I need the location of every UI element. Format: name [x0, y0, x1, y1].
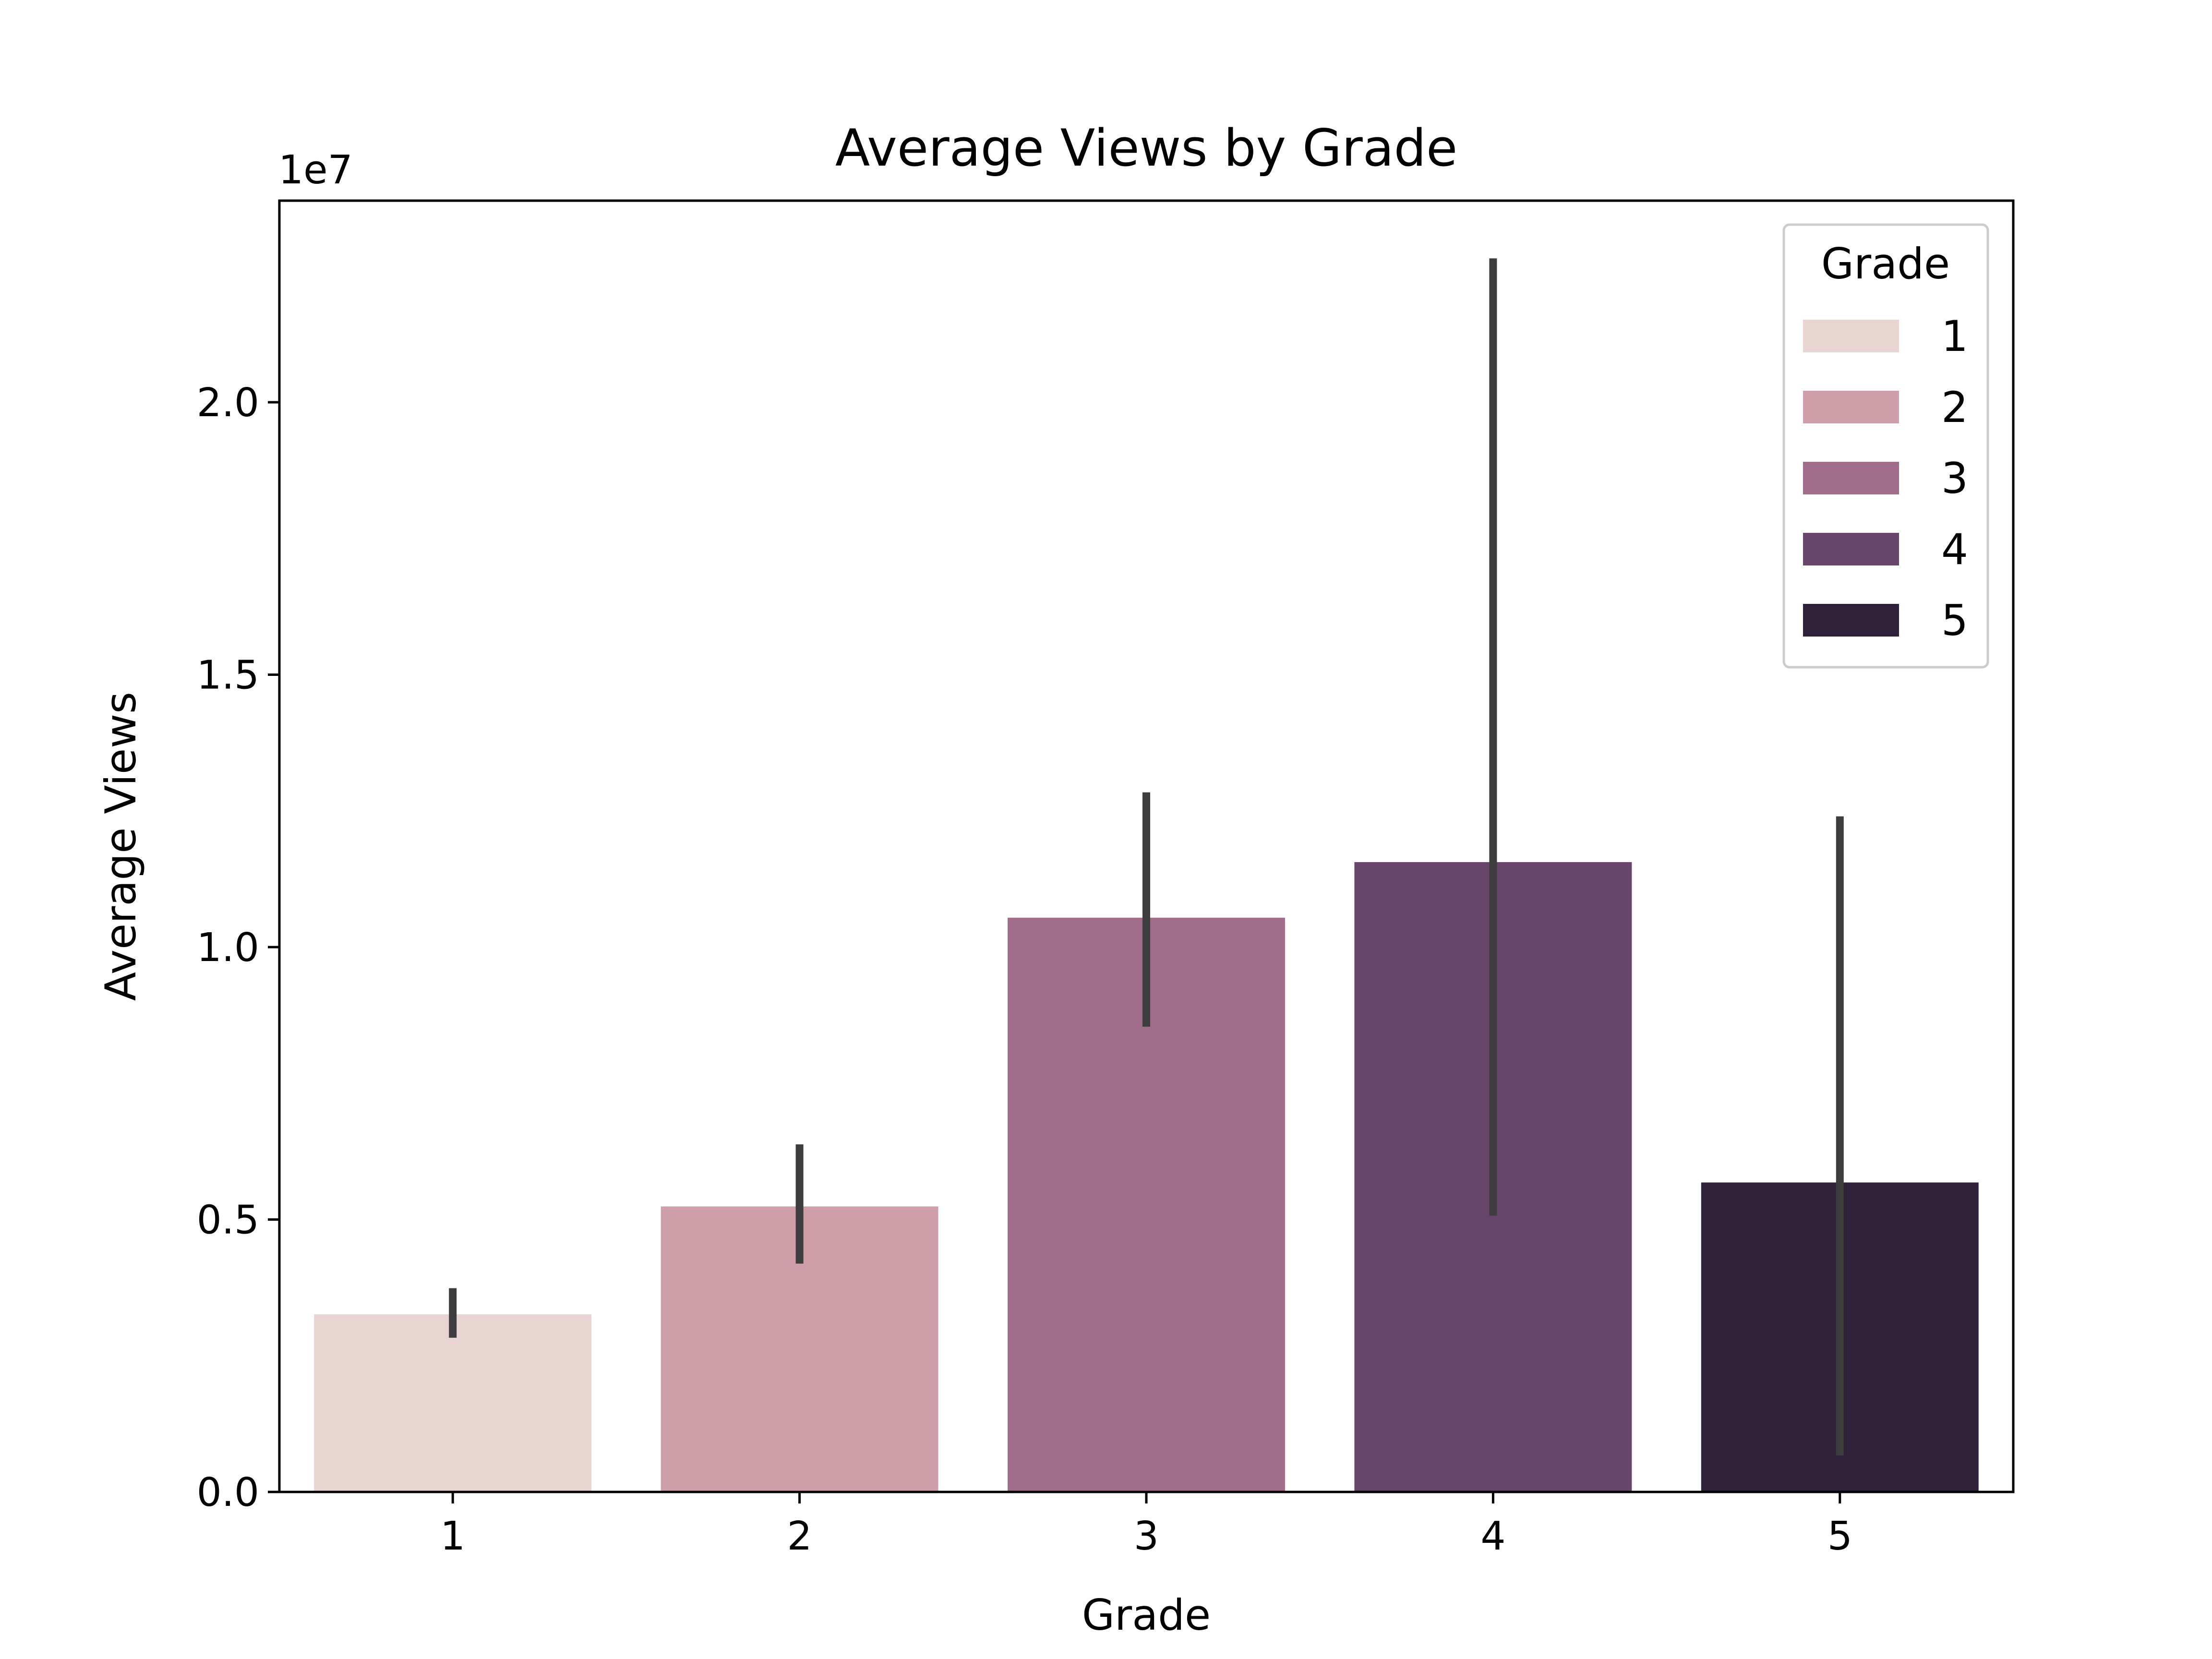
y-tick-label: 2.0	[197, 380, 259, 426]
y-tick-label: 1.0	[197, 925, 259, 971]
legend-label-2: 2	[1941, 383, 1968, 432]
bar-grade-1	[314, 1314, 592, 1492]
x-tick-label: 4	[1480, 1514, 1505, 1559]
legend-label-1: 1	[1941, 312, 1968, 361]
y-axis-label: Average Views	[96, 692, 145, 1001]
error-bars-layer	[449, 258, 1844, 1455]
x-tick-label: 1	[440, 1514, 465, 1559]
x-tick-label: 5	[1827, 1514, 1852, 1559]
y-axis-offset-label: 1e7	[278, 147, 353, 193]
x-axis-label: Grade	[1082, 1590, 1211, 1640]
x-axis-ticks: 1 2 3 4 5	[440, 1492, 1852, 1559]
legend: Grade 1 2 3 4 5	[1782, 223, 1989, 669]
legend-label-4: 4	[1941, 525, 1968, 574]
chart-title: Average Views by Grade	[835, 119, 1457, 178]
legend-title: Grade	[1821, 239, 1950, 289]
x-tick-label: 2	[787, 1514, 812, 1559]
legend-label-5: 5	[1941, 596, 1968, 645]
legend-swatch-2	[1803, 391, 1899, 423]
y-axis-ticks: 0.0 0.5 1.0 1.5 2.0	[197, 380, 279, 1515]
legend-swatch-1	[1803, 320, 1899, 352]
legend-swatch-5	[1803, 604, 1899, 637]
legend-label-3: 3	[1941, 454, 1968, 503]
x-tick-label: 3	[1134, 1514, 1159, 1559]
y-tick-label: 0.0	[197, 1470, 259, 1515]
legend-swatch-4	[1803, 533, 1899, 565]
legend-swatch-3	[1803, 462, 1899, 494]
legend-entries: 1 2 3 4 5	[1803, 312, 1968, 645]
y-tick-label: 1.5	[197, 652, 259, 698]
y-tick-label: 0.5	[197, 1197, 259, 1243]
